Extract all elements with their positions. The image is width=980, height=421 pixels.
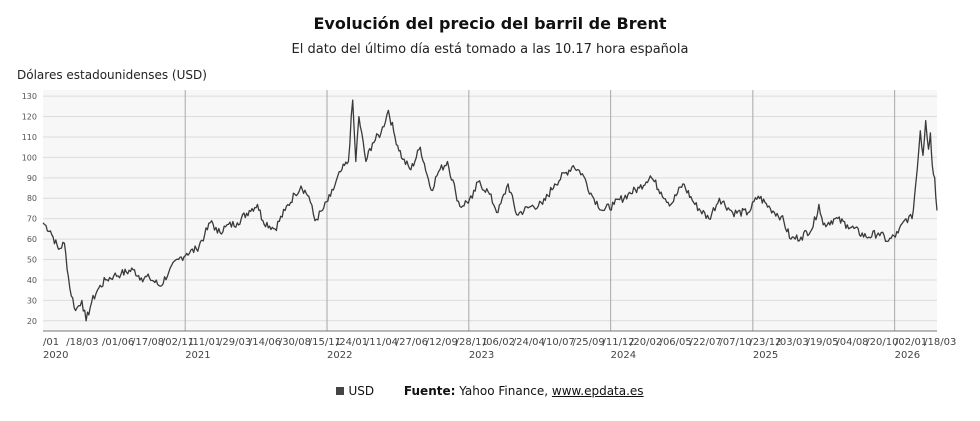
- x-tick-label: /24/01: [336, 337, 368, 348]
- x-tick-label: /11/12: [602, 337, 634, 348]
- chart-footer: USD Fuente: Yahoo Finance, www.epdata.es: [0, 384, 980, 398]
- y-tick-label: 20: [27, 317, 37, 326]
- y-tick-label: 40: [27, 276, 37, 285]
- x-tick-label: /17/08: [132, 337, 164, 348]
- x-tick-label: /12/09: [426, 337, 458, 348]
- y-tick-label: 70: [27, 215, 37, 224]
- y-tick-label: 100: [22, 153, 37, 162]
- y-tick-label: 130: [22, 92, 37, 101]
- x-tick-label: /06/02: [483, 337, 515, 348]
- x-year-label: 2026: [895, 350, 920, 361]
- x-tick-label: /14/06: [249, 337, 281, 348]
- plot-area: [43, 90, 937, 331]
- x-tick-label: /22/07: [690, 337, 722, 348]
- x-tick-label: /06/05: [660, 337, 692, 348]
- x-tick-label: /18/03: [66, 337, 98, 348]
- source-link[interactable]: www.epdata.es: [551, 384, 644, 398]
- x-year-label: 2024: [611, 350, 636, 361]
- x-tick-label: /20/02: [630, 337, 662, 348]
- x-tick-label: /11/04: [366, 337, 398, 348]
- chart-title: Evolución del precio del barril de Brent: [313, 14, 667, 33]
- x-year-label: 2020: [43, 350, 68, 361]
- x-tick-label: /02/11: [162, 337, 194, 348]
- y-tick-label: 90: [27, 174, 37, 183]
- x-year-label: 2022: [327, 350, 352, 361]
- x-tick-label: /03/03: [777, 337, 809, 348]
- x-tick-label: /01/06: [102, 337, 134, 348]
- legend-label[interactable]: USD: [348, 384, 375, 398]
- chart-subtitle: El dato del último día está tomado a las…: [291, 42, 689, 57]
- x-tick-label: /24/04: [513, 337, 545, 348]
- y-tick-label: 30: [27, 296, 37, 305]
- source-text: Yahoo Finance,: [459, 384, 549, 398]
- x-tick-label: /23/12: [749, 337, 781, 348]
- x-tick-label: /25/09: [573, 337, 605, 348]
- legend-swatch: [336, 387, 345, 395]
- x-tick-label: /29/03: [219, 337, 251, 348]
- x-tick-label: /04/08: [836, 337, 868, 348]
- x-tick-label: /30/08: [279, 337, 311, 348]
- x-tick-label: /28/11: [456, 337, 488, 348]
- x-tick-label: /27/06: [396, 337, 428, 348]
- x-tick-label: /19/05: [806, 337, 838, 348]
- x-year-label: 2021: [185, 350, 210, 361]
- y-tick-label: 60: [27, 235, 37, 244]
- x-tick-label: /11/01: [189, 337, 221, 348]
- x-tick-label: /15/11: [309, 337, 341, 348]
- y-tick-label: 110: [22, 133, 37, 142]
- x-year-label: 2025: [753, 350, 778, 361]
- series-line-usd: [42, 99, 938, 322]
- x-tick-label: /10/07: [543, 337, 575, 348]
- x-tick-label: /18/03: [924, 337, 956, 348]
- y-tick-label: 50: [27, 256, 37, 265]
- y-tick-label: 120: [22, 113, 37, 122]
- x-tick-label: /02/01: [895, 337, 927, 348]
- x-tick-label: /01: [43, 337, 59, 348]
- x-tick-label: /20/10: [866, 337, 898, 348]
- x-year-label: 2023: [469, 350, 494, 361]
- y-tick-label: 80: [27, 194, 37, 203]
- x-tick-label: /07/10: [719, 337, 751, 348]
- y-axis-label: Dólares estadounidenses (USD): [17, 68, 207, 82]
- source-label: Fuente:: [403, 384, 456, 398]
